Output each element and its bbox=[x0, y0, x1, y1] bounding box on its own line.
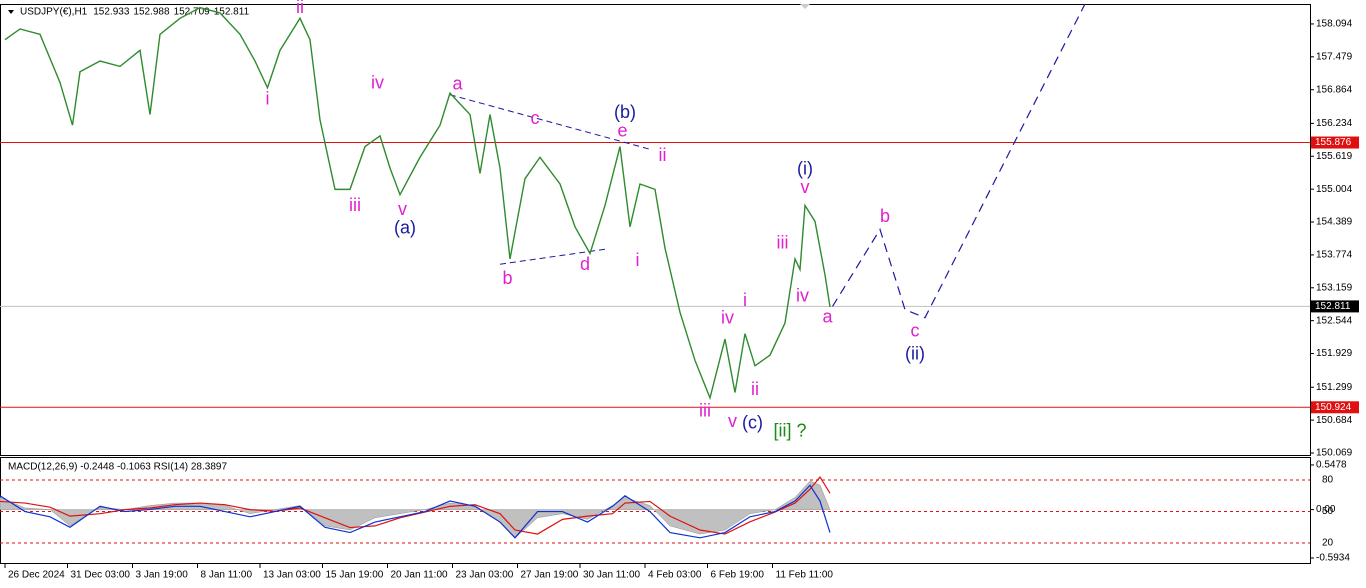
wave-label: [ii] ? bbox=[773, 420, 806, 440]
x-tick-label: 6 Feb 19:00 bbox=[711, 570, 765, 581]
x-tick-label: 3 Jan 19:00 bbox=[136, 570, 189, 581]
rsi-line bbox=[0, 484, 831, 539]
wave-label: (a) bbox=[394, 218, 416, 238]
level-label-box bbox=[1311, 300, 1359, 313]
x-tick-label: 4 Feb 03:00 bbox=[648, 570, 702, 581]
y-tick-label: 0.00 bbox=[1316, 504, 1336, 515]
wave-label: iii bbox=[699, 401, 711, 421]
y-tick-label: 155.619 bbox=[1316, 151, 1353, 162]
wave-label: ii bbox=[659, 145, 667, 165]
wave-label: v bbox=[801, 177, 810, 197]
level-label-box bbox=[1311, 401, 1359, 414]
wave-label: ii bbox=[751, 379, 759, 399]
wave-label: v bbox=[728, 411, 737, 431]
y-tick-label: 153.774 bbox=[1316, 250, 1353, 261]
main-panel bbox=[0, 4, 1311, 456]
level-label-box bbox=[1311, 136, 1359, 149]
wave-label: (b) bbox=[614, 102, 636, 122]
signal-line bbox=[0, 475, 831, 535]
wave-label: (c) bbox=[742, 412, 763, 432]
y-tick-label: 153.159 bbox=[1316, 282, 1353, 293]
macd-histogram bbox=[0, 480, 831, 539]
y2-tick-label: 50 bbox=[1322, 506, 1334, 517]
y-tick-label: 156.234 bbox=[1316, 118, 1353, 129]
y-tick-label: 151.929 bbox=[1316, 348, 1353, 359]
y-tick-label: 150.069 bbox=[1316, 448, 1353, 459]
wave-label: e bbox=[617, 120, 627, 140]
y-tick-label: 158.094 bbox=[1316, 19, 1353, 30]
wave-label: a bbox=[822, 306, 833, 326]
wave-label: iv bbox=[721, 307, 734, 327]
level-label: 152.811 bbox=[1315, 301, 1351, 312]
wave-label: a bbox=[452, 73, 463, 93]
wave-label: (ii) bbox=[905, 343, 925, 363]
indicator-panel bbox=[0, 457, 1311, 564]
wave-label: iii bbox=[349, 195, 361, 215]
wave-label: c bbox=[531, 108, 540, 128]
level-label: 150.924 bbox=[1315, 402, 1352, 413]
y-tick-label: 157.479 bbox=[1316, 51, 1353, 62]
wave-label: d bbox=[580, 254, 590, 274]
y-tick-label: 151.299 bbox=[1316, 382, 1353, 393]
y2-tick-label: 20 bbox=[1322, 538, 1334, 549]
indicator-title: MACD(12,26,9) -0.2448 -0.1063 RSI(14) 28… bbox=[8, 462, 227, 473]
x-tick-label: 20 Jan 11:00 bbox=[391, 570, 449, 581]
y-tick-label: 152.544 bbox=[1316, 315, 1353, 326]
wave-label: iii bbox=[777, 233, 789, 253]
x-tick-label: 30 Jan 11:00 bbox=[583, 570, 641, 581]
trendline bbox=[499, 248, 606, 265]
wave-label: iv bbox=[371, 72, 384, 92]
wave-label: b bbox=[880, 206, 890, 226]
wave-label: ii bbox=[296, 0, 304, 17]
wave-label: b bbox=[502, 268, 512, 288]
y-tick-label: 155.004 bbox=[1316, 184, 1353, 195]
x-tick-label: 26 Dec 2024 bbox=[8, 570, 65, 581]
wave-label: i bbox=[743, 290, 747, 310]
y-tick-label: 150.684 bbox=[1316, 415, 1353, 426]
projection-line bbox=[831, 3, 1086, 319]
wave-label: iv bbox=[796, 286, 809, 306]
symbol: USDJPY(€),H1 bbox=[20, 7, 88, 18]
x-tick-label: 8 Jan 11:00 bbox=[201, 570, 253, 581]
ohlc-value: 152.811 bbox=[214, 7, 250, 18]
x-tick-label: 13 Jan 03:00 bbox=[263, 570, 321, 581]
x-tick-label: 31 Dec 03:00 bbox=[71, 570, 131, 581]
y-tick-label: 154.389 bbox=[1316, 217, 1353, 228]
y-tick-label: 156.864 bbox=[1316, 84, 1353, 95]
wave-label: v bbox=[398, 199, 407, 219]
ohlc-value: 152.988 bbox=[133, 7, 170, 18]
x-tick-label: 11 Feb 11:00 bbox=[776, 570, 834, 581]
wave-label: (i) bbox=[797, 158, 813, 178]
wave-label: c bbox=[911, 320, 920, 340]
x-tick-label: 27 Jan 19:00 bbox=[521, 570, 579, 581]
ohlc-value: 152.933 bbox=[93, 7, 130, 18]
y-tick-label: -0.5934 bbox=[1316, 553, 1350, 564]
price-line bbox=[4, 6, 831, 401]
level-label: 155.876 bbox=[1315, 137, 1352, 148]
trendline bbox=[449, 94, 651, 150]
x-tick-label: 23 Jan 03:00 bbox=[456, 570, 514, 581]
wave-label: i bbox=[636, 250, 640, 270]
y-tick-label: 0.5478 bbox=[1316, 460, 1347, 471]
shift-marker bbox=[800, 4, 810, 9]
wave-label: i bbox=[266, 88, 270, 108]
x-tick-label: 15 Jan 19:00 bbox=[326, 570, 384, 581]
y2-tick-label: 80 bbox=[1322, 475, 1334, 486]
menu-arrow[interactable] bbox=[8, 10, 14, 14]
